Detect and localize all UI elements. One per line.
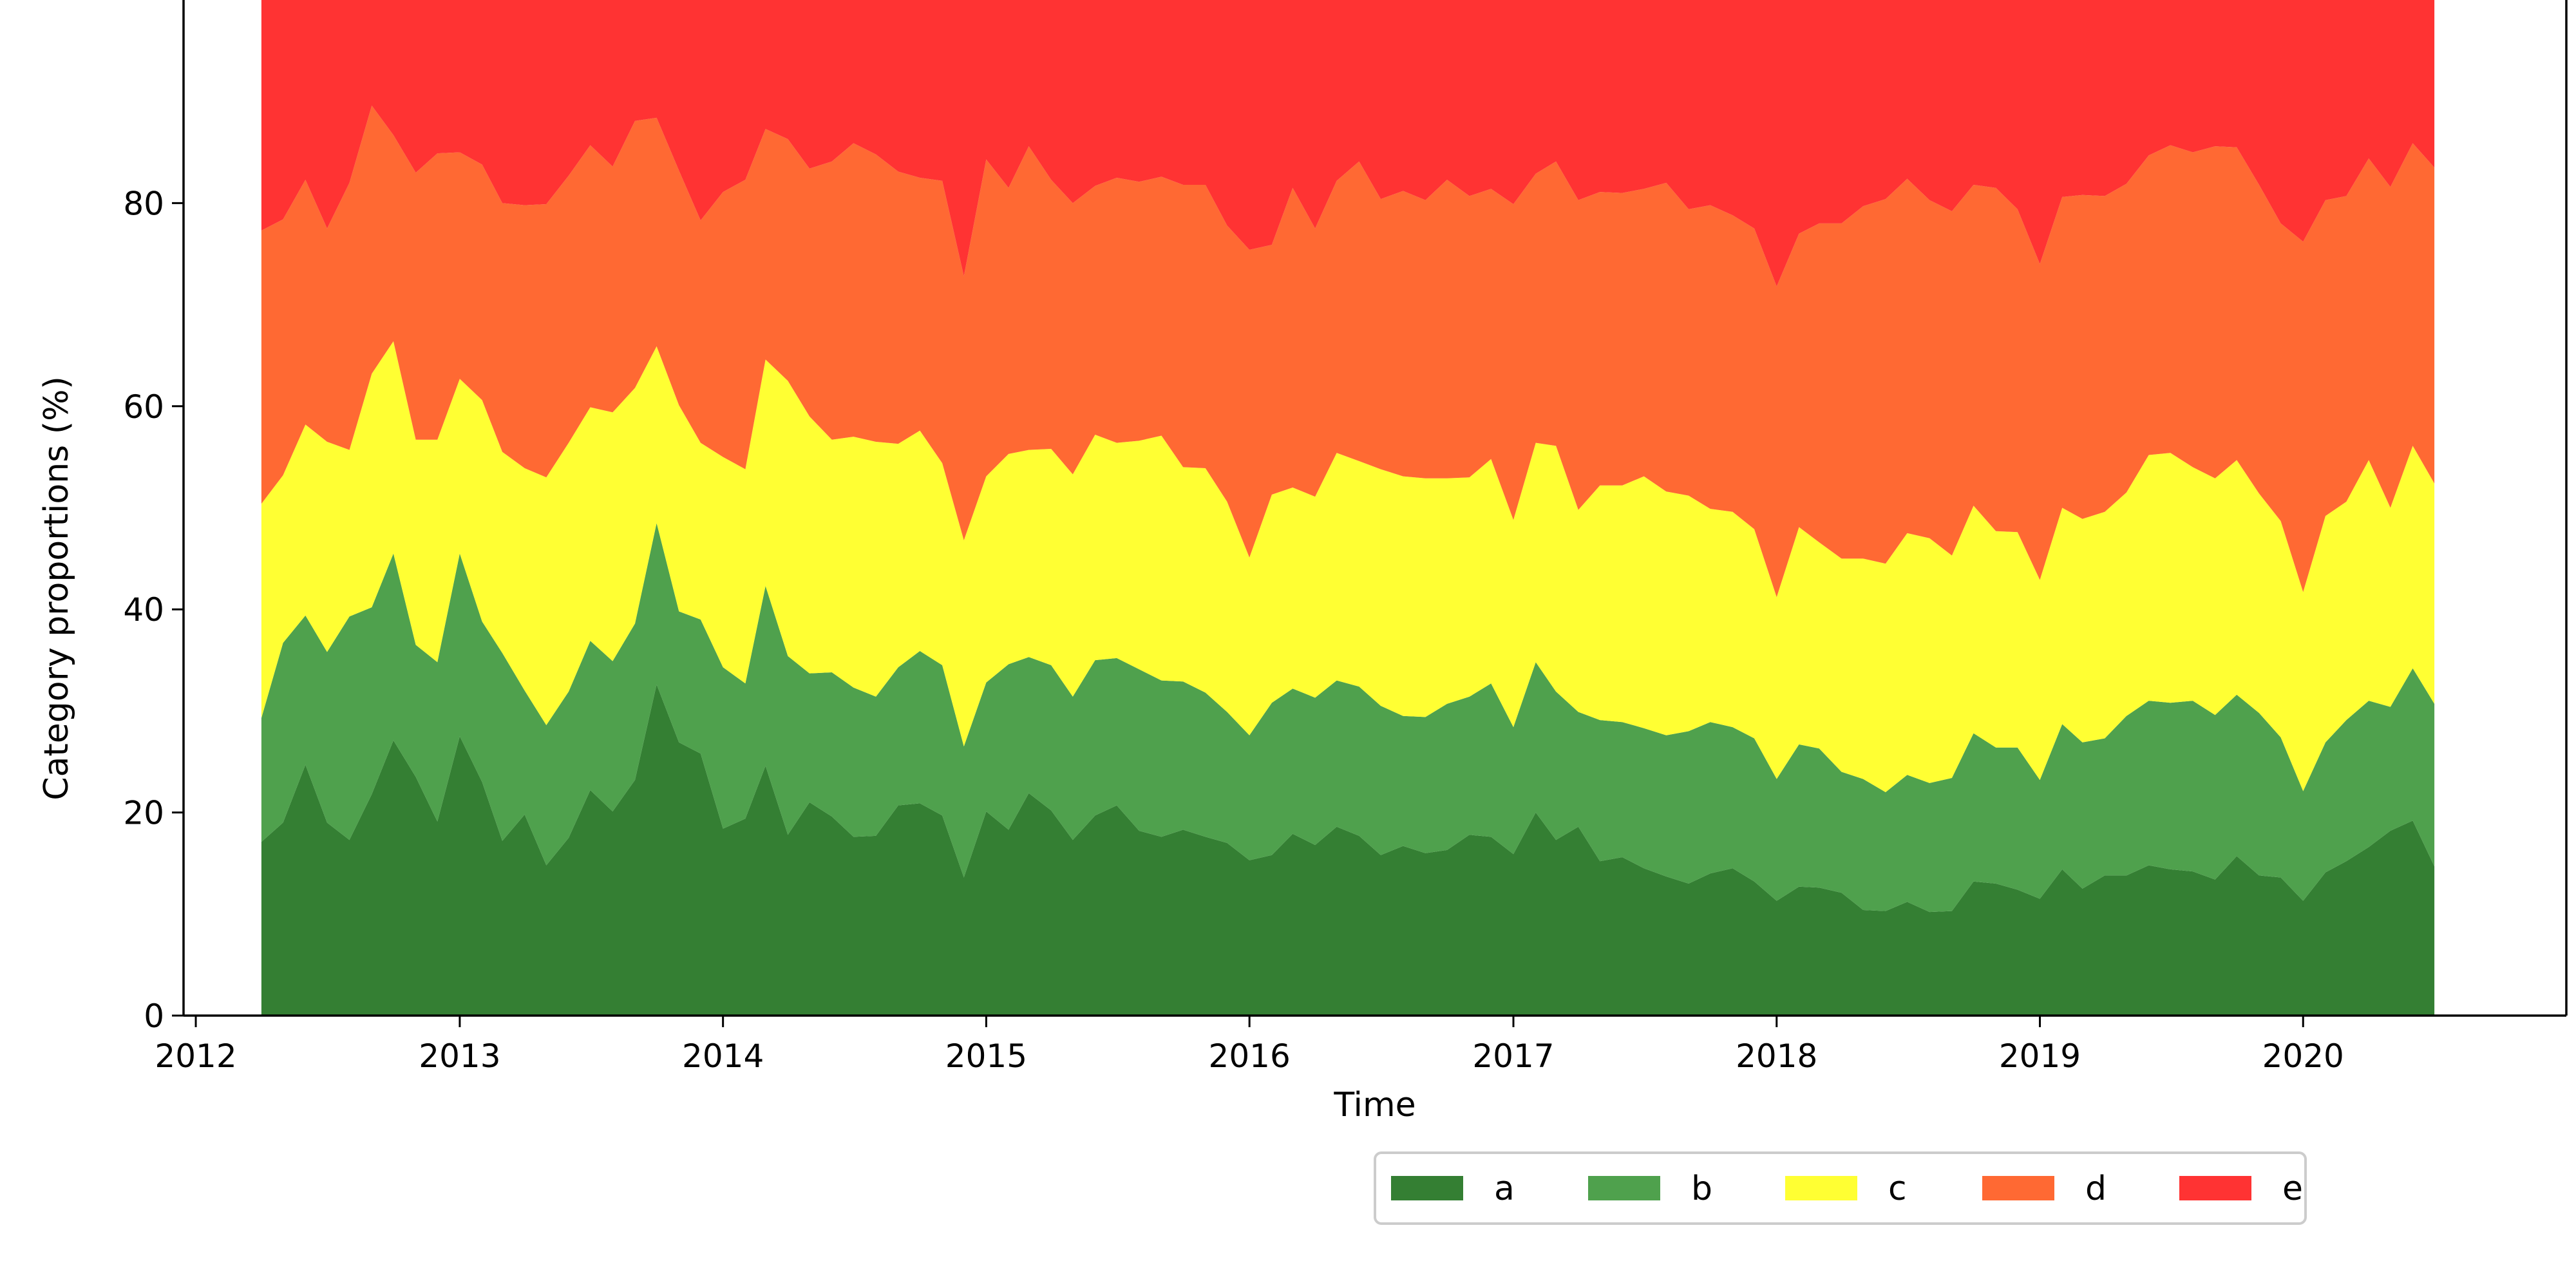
x-tick-label: 2013: [419, 1037, 500, 1075]
legend-label-e: e: [2282, 1170, 2303, 1208]
y-tick-label: 40: [123, 591, 164, 629]
legend-swatch-c: [1785, 1176, 1857, 1200]
area-series-d: [261, 106, 2435, 598]
y-tick-label: 20: [123, 795, 164, 832]
area-layers: [261, 0, 2435, 1016]
y-tick-label: 0: [144, 998, 164, 1035]
x-tick-label: 2015: [945, 1037, 1027, 1075]
legend-swatch-b: [1588, 1176, 1660, 1200]
y-axis-title: Category proportions (%): [37, 376, 76, 800]
y-tick-label: 60: [123, 388, 164, 426]
area-series-b: [261, 523, 2435, 913]
x-tick-label: 2014: [682, 1037, 764, 1075]
y-tick-label: 80: [123, 185, 164, 222]
x-tick-label: 2016: [1209, 1037, 1291, 1075]
legend-label-c: c: [1888, 1170, 1907, 1208]
area-series-e: [261, 0, 2435, 287]
x-tick-label: 2017: [1472, 1037, 1554, 1075]
legend: a b c d e: [1374, 1151, 2307, 1225]
x-tick-label: 2018: [1736, 1037, 1817, 1075]
area-series-c: [261, 341, 2435, 793]
legend-swatch-a: [1391, 1176, 1463, 1200]
legend-label-a: a: [1494, 1170, 1515, 1208]
x-tick-label: 2020: [2262, 1037, 2344, 1075]
y-ticks: 0 20 40 60 80: [123, 185, 184, 1035]
legend-swatch-d: [1982, 1176, 2054, 1200]
axes: [182, 0, 2568, 1017]
x-tick-label: 2019: [1999, 1037, 2081, 1075]
area-series-a: [261, 684, 2435, 1016]
x-tick-label: 2012: [155, 1037, 236, 1075]
legend-swatch-e: [2179, 1176, 2251, 1200]
legend-label-d: d: [2085, 1170, 2107, 1208]
x-axis-title: Time: [1333, 1086, 1416, 1124]
legend-label-b: b: [1691, 1170, 1712, 1208]
x-ticks: 2012 2013 2014 2015 2016 2017 2018 2019 2020: [155, 1016, 2344, 1075]
